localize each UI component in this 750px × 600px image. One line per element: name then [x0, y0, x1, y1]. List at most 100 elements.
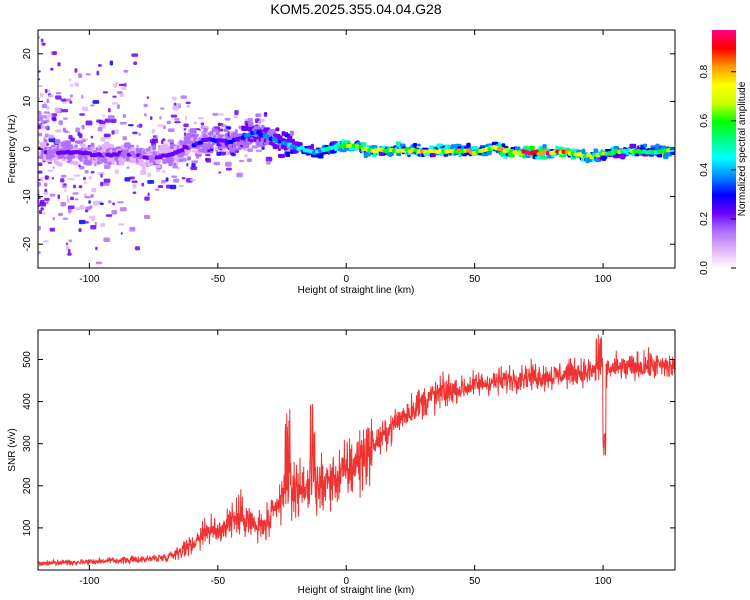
- spectrogram-cell: [94, 221, 97, 226]
- x-tick-label: 50: [469, 274, 481, 285]
- spectrogram-cell: [171, 96, 177, 101]
- spectrogram-cell: [85, 120, 93, 126]
- spectrogram-x-axis-label: Height of straight line (km): [298, 285, 415, 296]
- spectrogram-cell: [39, 92, 44, 97]
- colorbar-tick-label: 0.6: [699, 113, 710, 127]
- spectrogram-cell: [90, 224, 97, 230]
- spectrogram-cell: [38, 115, 44, 119]
- spectrogram-cell: [58, 120, 63, 126]
- spectrogram-cell: [100, 173, 103, 178]
- spectrogram-cell: [191, 162, 196, 168]
- spectrogram-cell: [203, 148, 208, 154]
- spectrogram-cell: [174, 118, 180, 121]
- spectrogram-cell: [147, 192, 150, 197]
- spectrogram-cell: [52, 166, 55, 169]
- spectrogram-cell: [128, 144, 135, 148]
- spectrogram-y-ticks: -20 -10 0 10 20: [22, 48, 675, 252]
- spectrogram-cell: [135, 144, 140, 149]
- spectrogram-cell: [88, 176, 92, 180]
- x-tick-label: 50: [469, 576, 481, 587]
- spectrogram-cell: [65, 242, 69, 246]
- spectrogram-cell: [38, 70, 41, 73]
- spectrogram-cell: [131, 53, 139, 57]
- spectrogram-x-ticks: -100 -50 0 50 100: [79, 30, 612, 285]
- spectrogram-cell: [70, 196, 74, 201]
- spectrogram-cell: [186, 162, 189, 167]
- x-tick-label: 0: [343, 274, 349, 285]
- spectrogram-cell: [38, 178, 41, 182]
- spectrogram-cell: [91, 218, 96, 221]
- spectrogram-cell: [47, 89, 51, 93]
- colorbar-tick-label: 0.4: [699, 162, 710, 176]
- spectrogram-cell: [65, 245, 70, 251]
- spectrogram-cell: [84, 209, 89, 213]
- spectrogram-cell: [217, 113, 225, 116]
- spectrogram-cell: [205, 154, 211, 157]
- spectrogram-marks: [38, 36, 675, 265]
- spectrogram-cell: [126, 166, 130, 169]
- spectrogram-cell: [60, 174, 67, 178]
- spectrogram-cell: [79, 113, 85, 116]
- spectrogram-cell: [147, 180, 155, 184]
- spectrogram-cell: [154, 188, 160, 191]
- x-tick-label: -100: [79, 576, 99, 587]
- spectrogram-cell: [184, 115, 188, 121]
- spectrogram-cell: [54, 107, 60, 113]
- spectrogram-cell: [255, 149, 263, 152]
- spectrogram-cell: [62, 127, 67, 132]
- spectrogram-cell: [42, 212, 47, 215]
- spectrogram-cell: [162, 169, 166, 174]
- spectrogram-cell: [40, 38, 44, 43]
- spectrogram-cell: [247, 122, 254, 128]
- spectrogram-cell: [41, 42, 46, 46]
- spectrogram-cell: [100, 223, 106, 228]
- spectrogram-cell: [216, 151, 221, 156]
- spectrogram-cell: [107, 115, 115, 120]
- spectrogram-cell: [439, 151, 444, 157]
- y-tick-label: 10: [22, 95, 33, 107]
- spectrogram-cell: [187, 156, 191, 161]
- x-tick-label: 100: [595, 576, 612, 587]
- spectrogram-cell: [162, 138, 166, 142]
- spectrogram-cell: [88, 200, 91, 204]
- spectrogram-cell: [272, 144, 278, 150]
- spectrogram-cell: [602, 155, 607, 162]
- spectrogram-cell: [156, 134, 159, 138]
- spectrogram-cell: [155, 160, 161, 164]
- spectrogram-cell: [78, 228, 82, 233]
- spectrogram-cell: [264, 112, 267, 115]
- spectrogram-cell: [253, 126, 261, 130]
- spectrogram-cell: [110, 118, 117, 124]
- spectrogram-cell: [105, 137, 111, 140]
- spectrogram-cell: [278, 153, 285, 158]
- spectrogram-cell: [64, 189, 67, 193]
- spectrogram-cell: [90, 135, 94, 139]
- spectrogram-cell: [109, 60, 114, 66]
- spectrogram-cell: [218, 171, 222, 174]
- spectrogram-cell: [159, 144, 166, 149]
- spectrogram-cell: [431, 152, 436, 158]
- colorbar-tick-label: 0.8: [699, 64, 710, 78]
- spectrogram-cell: [66, 198, 70, 203]
- spectrogram-cell: [244, 144, 250, 149]
- spectrogram-cell: [522, 153, 526, 159]
- spectrogram-cell: [111, 130, 115, 135]
- spectrogram-cell: [251, 145, 259, 149]
- y-tick-label: 300: [22, 435, 33, 452]
- spectrogram-cell: [85, 221, 89, 224]
- y-tick-label: -10: [22, 189, 33, 204]
- spectrogram-cell: [130, 157, 137, 164]
- y-tick-label: -20: [22, 237, 33, 252]
- spectrogram-cell: [238, 159, 245, 163]
- spectrogram-cell: [138, 132, 141, 136]
- spectrogram-cell: [43, 240, 49, 243]
- x-tick-label: -100: [79, 274, 99, 285]
- spectrogram-cell: [93, 162, 97, 167]
- spectrogram-cell: [275, 127, 280, 132]
- y-tick-label: 200: [22, 477, 33, 494]
- spectrogram-cell: [643, 143, 648, 149]
- spectrogram-cell: [172, 106, 179, 111]
- spectrogram-cell: [55, 95, 62, 100]
- snr-series-line: [38, 334, 675, 568]
- spectrogram-cell: [62, 117, 68, 120]
